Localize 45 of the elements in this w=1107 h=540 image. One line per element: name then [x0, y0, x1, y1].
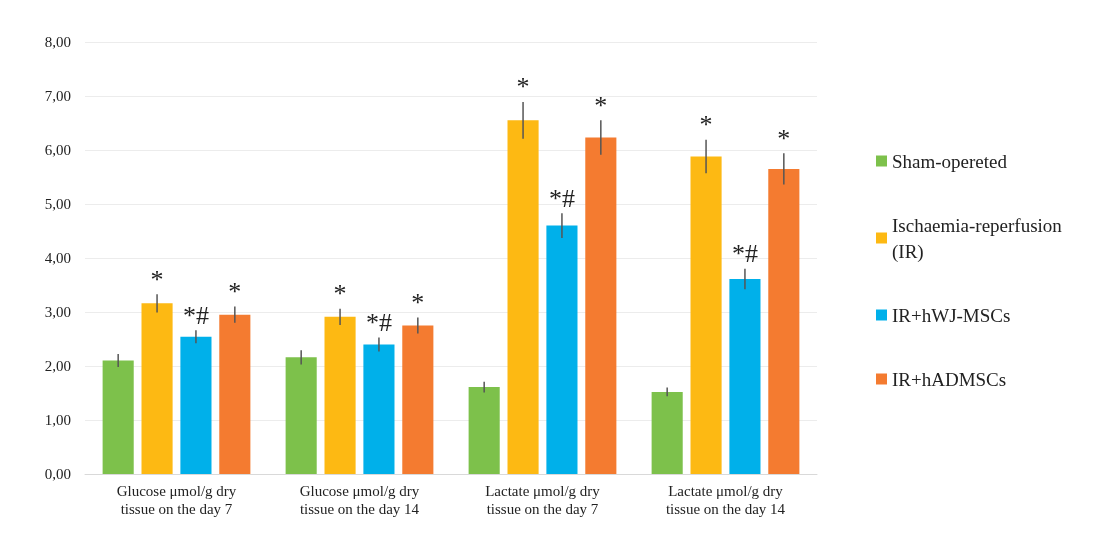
bar: [363, 344, 395, 474]
bar: [180, 336, 212, 474]
data-label: *: [516, 72, 530, 102]
bar: [141, 303, 173, 474]
y-tick-label: 2,00: [44, 358, 71, 374]
y-tick-label: 0,00: [44, 466, 71, 482]
bar: [768, 168, 800, 474]
data-label: *: [333, 279, 347, 309]
bar: [729, 279, 761, 474]
bar: [546, 225, 578, 474]
bar: [324, 316, 356, 474]
bar: [507, 120, 539, 474]
y-tick-label: 6,00: [44, 142, 71, 158]
y-tick-label: 7,00: [44, 88, 71, 104]
bar: [468, 387, 500, 474]
y-tick-label: 5,00: [44, 196, 71, 212]
bar: [651, 391, 683, 474]
legend-label: Sham-opereted: [892, 150, 1008, 172]
data-label: *#: [182, 300, 209, 330]
data-label: *: [228, 277, 242, 307]
bar: [285, 357, 317, 474]
legend-label: IR+hWJ-MSCs: [892, 304, 1011, 326]
data-label: *: [699, 110, 713, 140]
x-tick-label: Lactate μmol/g dry tissue on the day 14: [665, 483, 786, 517]
data-label: *: [777, 123, 791, 153]
data-label: *#: [365, 307, 392, 337]
bar: [102, 360, 134, 474]
y-tick-label: 1,00: [44, 412, 71, 428]
bar: [219, 314, 251, 474]
x-tick-label: Lactate μmol/g dry tissue on the day 7: [485, 483, 601, 517]
bar: [690, 156, 722, 474]
bar: [585, 137, 617, 474]
y-tick-label: 4,00: [44, 250, 71, 266]
data-label: *: [594, 90, 608, 120]
x-tick-label: Glucose μmol/g dry tissue on the day 7: [116, 483, 237, 517]
data-label: *#: [548, 183, 575, 213]
x-tick-label: Glucose μmol/g dry tissue on the day 14: [299, 483, 420, 517]
y-tick-label: 8,00: [44, 34, 71, 50]
data-label: *: [411, 287, 425, 317]
legend-label: IR+hADMSCs: [892, 368, 1007, 390]
bar: [402, 325, 434, 474]
y-tick-label: 3,00: [44, 304, 71, 320]
data-label: *#: [731, 239, 758, 269]
legend-label: Ischaemia-reperfusion (IR): [892, 214, 1067, 263]
data-label: *: [150, 264, 164, 294]
